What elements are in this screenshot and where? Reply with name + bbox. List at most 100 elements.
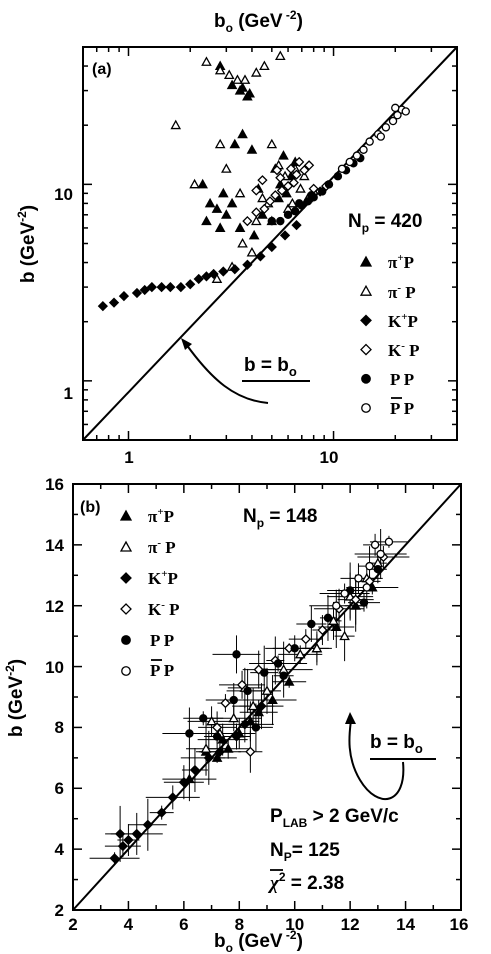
panel-b-point-kpp	[109, 853, 120, 864]
panel-a-point-pimp	[250, 215, 262, 226]
panel-a-point-pipp	[226, 79, 238, 90]
panel-b-point-kpp	[178, 777, 189, 788]
panel-b-point-pbarp	[370, 540, 380, 550]
panel-a-point-pbarp	[381, 123, 391, 132]
panel-a-point-pp	[307, 191, 316, 200]
panel-a-legend-marker-pipp	[359, 255, 373, 267]
panel-b-point-pimp	[261, 685, 273, 695]
panel-a-point-kmp	[257, 175, 268, 186]
panel-b-point-pimp	[247, 700, 259, 711]
panel-a-point-pimp	[257, 192, 268, 203]
panel-b-legend: π+P π- P K+P K- P P P P P	[119, 506, 180, 680]
panel-a-point-pimp	[259, 60, 270, 71]
panel-b-y-tick-label: 6	[55, 779, 64, 798]
panel-b-x-tick-label: 12	[341, 915, 360, 934]
panel-b-legend-marker-pipp	[119, 509, 133, 521]
panel-b-point-pbarp	[365, 561, 374, 571]
panel-b-point-kmp	[350, 594, 361, 605]
panel-a-point-kmp	[251, 185, 262, 196]
panel-a-point-kmp	[264, 196, 276, 207]
panel-b-legend-label-kp: K+P	[148, 568, 178, 588]
panel-a-point-pipp	[221, 209, 232, 219]
panel-a-point-kpp	[255, 251, 266, 262]
panel-b-ticks	[72, 483, 462, 911]
panel-b-tick-labels: 2 4 6 8 10 12 14 16 2 4 6 8 10 12 14 16	[45, 475, 468, 934]
panel-a-point-kmp	[288, 177, 299, 188]
panel-b-point-pp	[260, 668, 269, 677]
panel-a-legend-marker-pp	[361, 373, 371, 384]
panel-a-legend-markers	[359, 255, 373, 413]
panel-b-point-kpp	[256, 701, 267, 712]
panel-b-points	[89, 528, 410, 865]
panel-a-legend-marker-kmp	[360, 343, 372, 356]
panel-a-point-pbarp	[337, 164, 347, 174]
panel-b: (b) b (GeV-2) bo (GeV -2) 2 4 6 8 10 12 …	[3, 475, 468, 954]
panel-a: (a) bo (GeV -2) b (GeV-2) 1 10 1 10 b = …	[15, 8, 458, 467]
panel-a-point-pimp	[298, 170, 310, 181]
panel-a-point-kpp	[165, 281, 176, 293]
panel-b-point-pipp	[222, 743, 234, 753]
panel-a-point-kpp	[266, 241, 277, 253]
panel-a-point-pbarp	[345, 157, 355, 167]
panel-b-point-pimp	[339, 630, 350, 641]
panel-b-x-tick-label: 2	[68, 915, 77, 934]
panel-a-point-pimp	[223, 69, 235, 80]
panel-a-y-tick-label: 10	[54, 185, 73, 204]
panel-a-point-kpp	[175, 281, 186, 293]
panel-b-point-pbarp	[384, 537, 394, 547]
panel-a-point-kpp	[156, 281, 167, 293]
panel-a-point-kpp	[193, 273, 204, 285]
panel-b-point-pp	[290, 644, 299, 653]
panel-a-point-kpp	[139, 284, 150, 296]
panel-b-point-pp	[251, 723, 261, 732]
panel-a-point-kpp	[208, 268, 219, 280]
panel-a-point-pp	[290, 206, 300, 216]
panel-b-legend-marker-kpp	[120, 572, 132, 584]
panel-b-x-tick-label: 8	[235, 915, 244, 934]
panel-a-point-kmp	[242, 215, 253, 227]
panel-a-point-pp	[324, 180, 334, 189]
panel-a-point-pipp	[201, 215, 212, 226]
panel-a-point-pp	[283, 210, 293, 220]
panel-b-point-kmp	[300, 634, 311, 645]
panel-a-point-pipp	[211, 203, 223, 213]
panel-b-legend-marker-pp	[121, 635, 131, 645]
panel-a-point-kmp	[303, 160, 315, 171]
panel-b-point-pipp	[217, 734, 228, 744]
panel-a-point-kpp	[242, 259, 253, 270]
panel-a-point-pipp	[214, 222, 226, 232]
panel-b-cut-text: PLAB > 2 GeV/c	[270, 806, 399, 830]
panel-a-point-pipp	[257, 209, 268, 219]
panel-a-point-pimp	[214, 64, 226, 75]
panel-b-point-pp	[273, 659, 283, 668]
panel-a-tick-labels: 1 10 1 10	[54, 185, 338, 467]
panel-b-legend-label-pim: π- P	[148, 537, 176, 557]
panel-a-x-tick-label: 1	[124, 448, 133, 467]
panel-a-point-pimp	[266, 138, 278, 149]
panel-b-point-kmp	[253, 664, 264, 675]
panel-a-point-kpp	[108, 297, 120, 308]
panel-a-point-kmp	[291, 169, 302, 180]
panel-a-point-kpp	[146, 281, 157, 293]
panel-a-legend-marker-pimp	[359, 284, 373, 296]
panel-a-point-pimp	[170, 119, 182, 130]
panel-b-point-pp	[185, 729, 194, 738]
panel-a-point-pimp	[211, 273, 223, 283]
panel-a-point-pimp	[239, 74, 251, 84]
panel-b-point-pp	[212, 732, 222, 741]
panel-a-ticks	[82, 46, 458, 441]
panel-b-point-pipp	[330, 621, 342, 632]
panel-b-point-kpp	[167, 792, 178, 803]
panel-a-point-pipp	[246, 144, 258, 154]
panel-b-x-tick-label: 16	[450, 915, 469, 934]
panel-a-point-kpp	[185, 279, 196, 290]
panel-b-point-pimp	[206, 715, 217, 726]
panel-b-np-label: Np = 148	[243, 506, 317, 530]
panel-b-legend-marker-pimp	[119, 540, 133, 552]
panel-b-y-tick-label: 14	[45, 536, 64, 555]
panel-b-point-pipp	[350, 600, 361, 610]
panel-b-y-tick-label: 4	[55, 840, 65, 859]
panel-a-point-pipp	[226, 197, 238, 208]
panel-a-legend-label-kp: K+P	[388, 311, 418, 331]
